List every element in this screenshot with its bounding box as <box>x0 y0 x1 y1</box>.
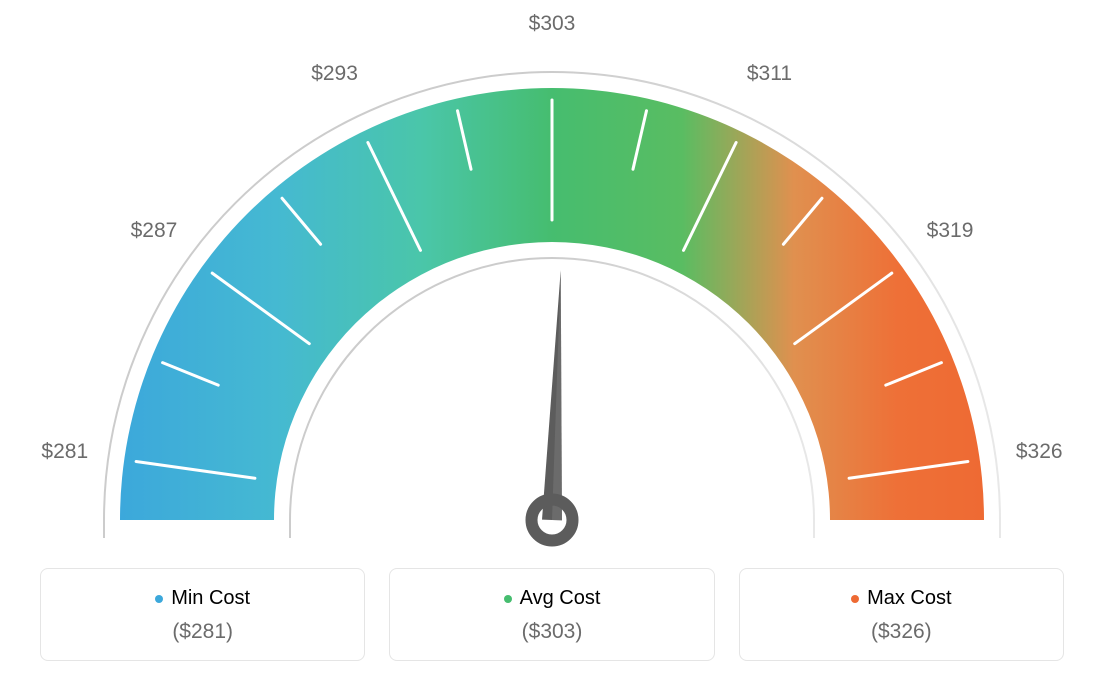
legend-card-min: Min Cost ($281) <box>40 568 365 661</box>
legend-value-avg: ($303) <box>400 620 703 644</box>
gauge-tick-label: $293 <box>311 62 358 86</box>
gauge-tick-label: $281 <box>41 440 88 464</box>
gauge-chart: $281 $287 $293 $303 $311 $319 $326 <box>0 0 1104 560</box>
legend-title-min: Min Cost <box>155 587 250 610</box>
legend-value-min: ($281) <box>51 620 354 644</box>
dot-icon <box>155 595 163 603</box>
legend-title-text: Avg Cost <box>520 587 601 610</box>
legend-card-max: Max Cost ($326) <box>739 568 1064 661</box>
dot-icon <box>504 595 512 603</box>
dot-icon <box>851 595 859 603</box>
legend-title-text: Max Cost <box>867 587 951 610</box>
gauge-svg <box>0 0 1104 560</box>
gauge-tick-label: $311 <box>747 62 792 86</box>
legend-row: Min Cost ($281) Avg Cost ($303) Max Cost… <box>0 568 1104 661</box>
legend-card-avg: Avg Cost ($303) <box>389 568 714 661</box>
legend-title-max: Max Cost <box>851 587 951 610</box>
gauge-tick-label: $319 <box>927 219 974 243</box>
gauge-tick-label: $326 <box>1016 440 1063 464</box>
legend-title-avg: Avg Cost <box>504 587 601 610</box>
gauge-tick-label: $287 <box>131 219 178 243</box>
legend-title-text: Min Cost <box>171 587 250 610</box>
legend-value-max: ($326) <box>750 620 1053 644</box>
gauge-tick-label: $303 <box>529 12 576 36</box>
